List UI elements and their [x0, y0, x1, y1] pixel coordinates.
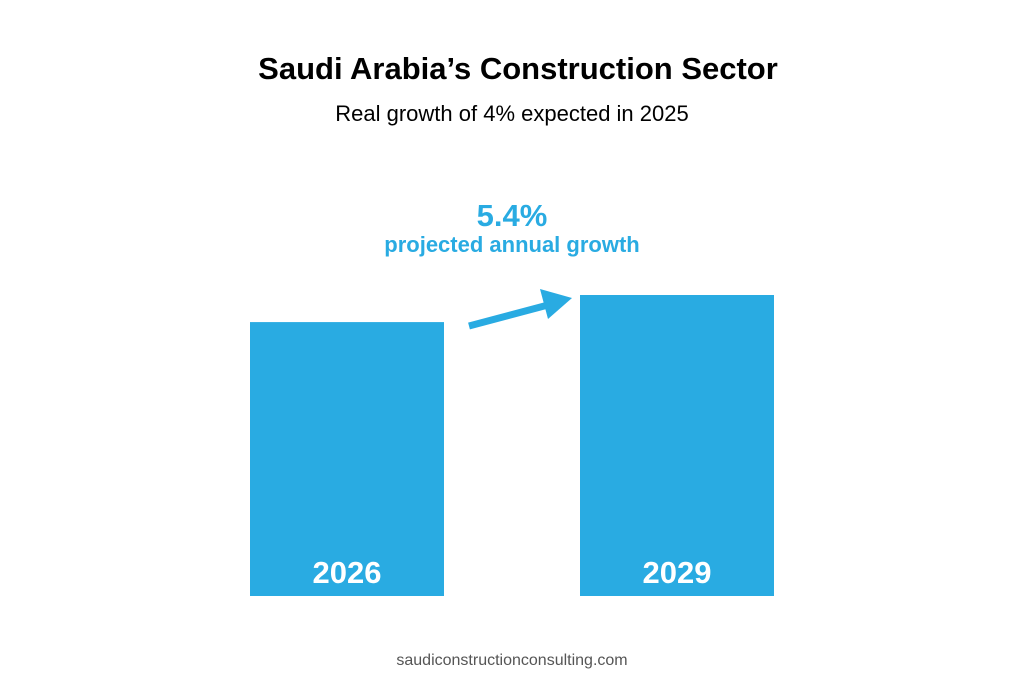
chart-title: Saudi Arabia’s Construction Sector — [258, 51, 778, 86]
bar — [580, 295, 774, 596]
chart-subtitle: Real growth of 4% expected in 2025 — [335, 101, 688, 126]
bar — [250, 322, 444, 596]
annotation-value: 5.4% — [477, 198, 548, 233]
bar-label: 2029 — [643, 555, 712, 590]
arrow-head — [540, 289, 572, 319]
arrow-shaft — [468, 301, 549, 330]
bar-label: 2026 — [313, 555, 382, 590]
growth-arrow — [468, 289, 572, 330]
annotation-text: projected annual growth — [384, 232, 639, 257]
source: saudiconstructionconsulting.com — [396, 652, 627, 669]
